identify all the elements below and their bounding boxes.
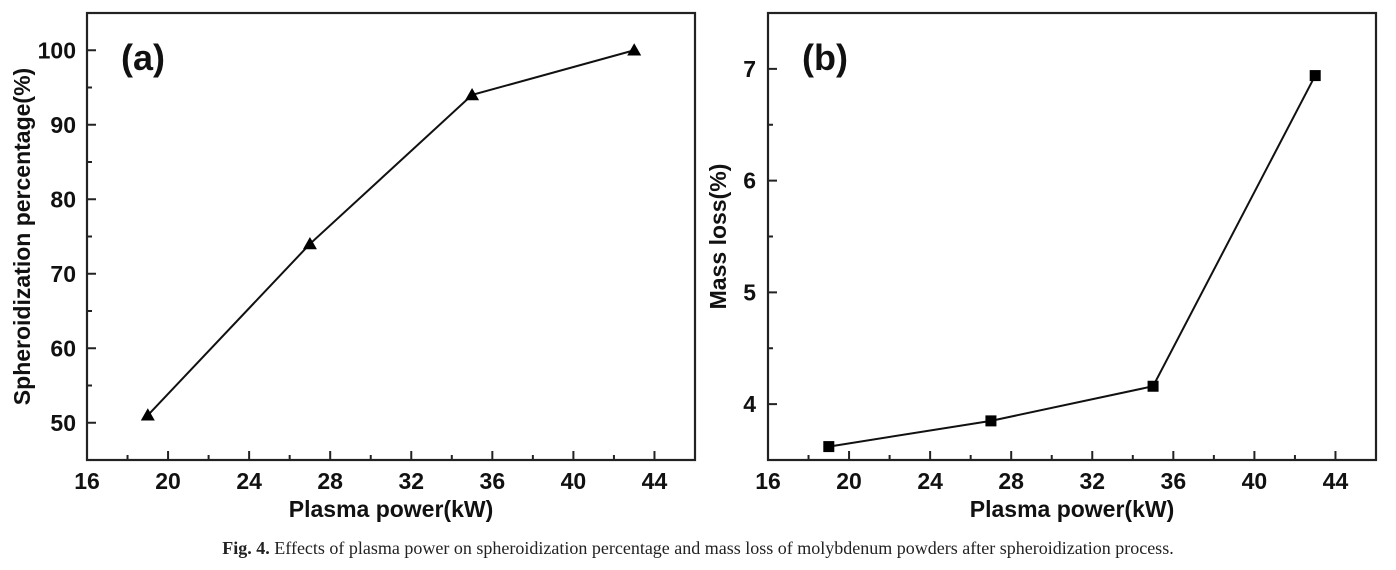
plot-frame: [85, 11, 697, 462]
caption-text: Effects of plasma power on spheroidizati…: [269, 538, 1174, 558]
x-tick-label: 36: [1161, 468, 1187, 494]
x-tick-label: 40: [561, 468, 587, 494]
y-tick-label: 60: [50, 335, 76, 361]
y-tick-label: 90: [50, 112, 76, 138]
y-axis-title: Spheroidization percentage(%): [9, 68, 35, 405]
x-tick-label: 32: [1079, 468, 1105, 494]
x-tick-label: 28: [998, 468, 1024, 494]
y-tick-label: 70: [50, 261, 76, 287]
y-tick-label: 80: [50, 186, 76, 212]
data-point-triangle: [302, 236, 317, 250]
plot-frame: [766, 11, 1378, 462]
y-tick-label: 50: [50, 410, 76, 436]
x-tick-label: 36: [480, 468, 506, 494]
x-tick-label: 20: [836, 468, 862, 494]
x-tick-label: 20: [155, 468, 181, 494]
x-tick-label: 24: [236, 468, 262, 494]
data-point-triangle: [627, 43, 642, 56]
figure: 16 20 24 28 32 36 40 44 50 60 70 80 90 100 Plasma powe…: [9, 11, 1378, 522]
y-axis-title: Mass loss(%): [705, 164, 731, 310]
data-point-square: [1147, 380, 1159, 392]
x-tick-label: 32: [398, 468, 424, 494]
x-tick-label: 24: [917, 468, 943, 494]
x-tick-label: 44: [642, 468, 668, 494]
y-tick-label: 100: [38, 37, 76, 63]
y-tick-label: 6: [743, 168, 756, 194]
panel-label: (a): [121, 37, 165, 78]
caption-label: Fig. 4.: [222, 538, 270, 558]
x-tick-label: 16: [74, 468, 100, 494]
data-point-triangle: [140, 408, 155, 421]
x-axis-title: Plasma power(kW): [289, 496, 494, 522]
data-point-triangle: [465, 87, 480, 101]
x-tick-label: 44: [1323, 468, 1349, 494]
figure-caption: Fig. 4. Effects of plasma power on spher…: [0, 538, 1396, 559]
y-tick-label: 4: [743, 391, 756, 417]
series-line: [828, 75, 1317, 448]
x-tick-label: 16: [755, 468, 781, 494]
data-point-square: [985, 415, 997, 427]
x-axis-title: Plasma power(kW): [970, 496, 1175, 522]
series-line: [147, 49, 635, 416]
panel-a: 16 20 24 28 32 36 40 44 50 60 70 80 90 100 Plasma powe…: [9, 11, 697, 522]
data-point-square: [1309, 70, 1321, 82]
data-point-square: [823, 441, 835, 453]
x-tick-label: 40: [1242, 468, 1268, 494]
y-tick-label: 7: [743, 56, 756, 82]
y-tick-label: 5: [743, 279, 756, 305]
x-tick-label: 28: [317, 468, 343, 494]
panel-label: (b): [802, 37, 848, 78]
